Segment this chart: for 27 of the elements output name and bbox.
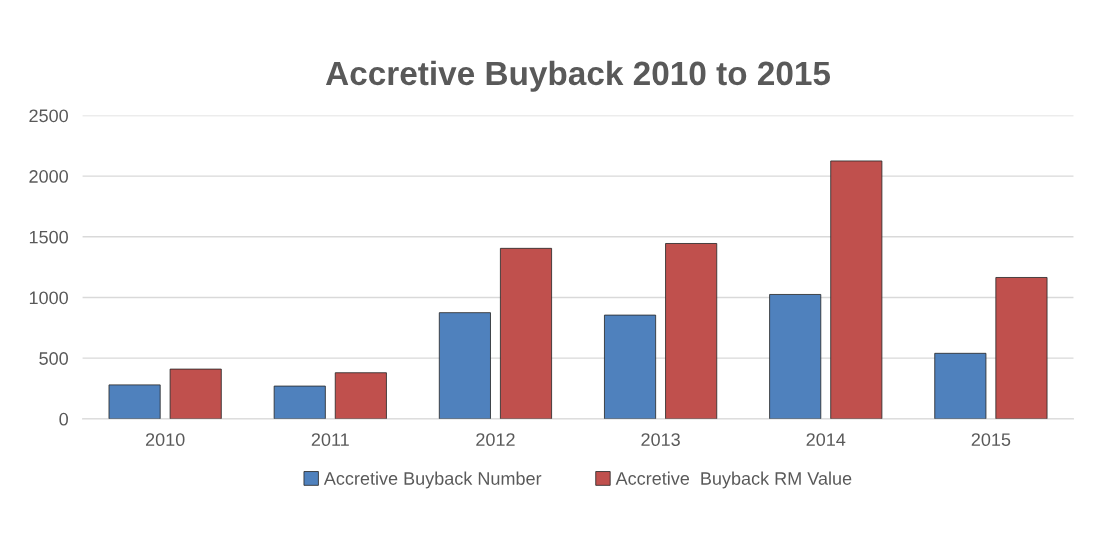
bar bbox=[438, 312, 491, 419]
legend-label: Accretive Buyback Number bbox=[323, 471, 542, 489]
x-tick-label: 2011 bbox=[311, 433, 349, 447]
y-tick-label: 1000 bbox=[29, 291, 68, 305]
bar bbox=[934, 352, 987, 419]
y-tick-label: 2500 bbox=[29, 109, 68, 123]
y-tick-label: 2000 bbox=[29, 170, 68, 183]
y-tick-label: 500 bbox=[39, 352, 68, 365]
bar bbox=[665, 243, 718, 419]
bar bbox=[334, 372, 387, 419]
x-tick-label: 2013 bbox=[641, 433, 680, 447]
legend-label: Accretive Buyback RM Value bbox=[615, 471, 852, 489]
bar bbox=[769, 294, 822, 419]
x-tick-label: 2012 bbox=[476, 433, 515, 447]
y-tick-label: 1500 bbox=[29, 230, 68, 244]
y-tick-label: 0 bbox=[59, 412, 68, 426]
x-tick-label: 2014 bbox=[806, 433, 846, 447]
bar bbox=[108, 384, 161, 419]
bar bbox=[499, 247, 553, 419]
bar bbox=[995, 277, 1048, 419]
bar bbox=[604, 314, 657, 419]
bar bbox=[273, 385, 326, 419]
bar bbox=[169, 368, 222, 419]
bar bbox=[830, 160, 883, 419]
chart-title: Accretive Buyback 2010 to 2015 bbox=[325, 60, 831, 92]
x-tick-label: 2015 bbox=[971, 433, 1011, 447]
x-tick-label: 2010 bbox=[145, 433, 185, 447]
